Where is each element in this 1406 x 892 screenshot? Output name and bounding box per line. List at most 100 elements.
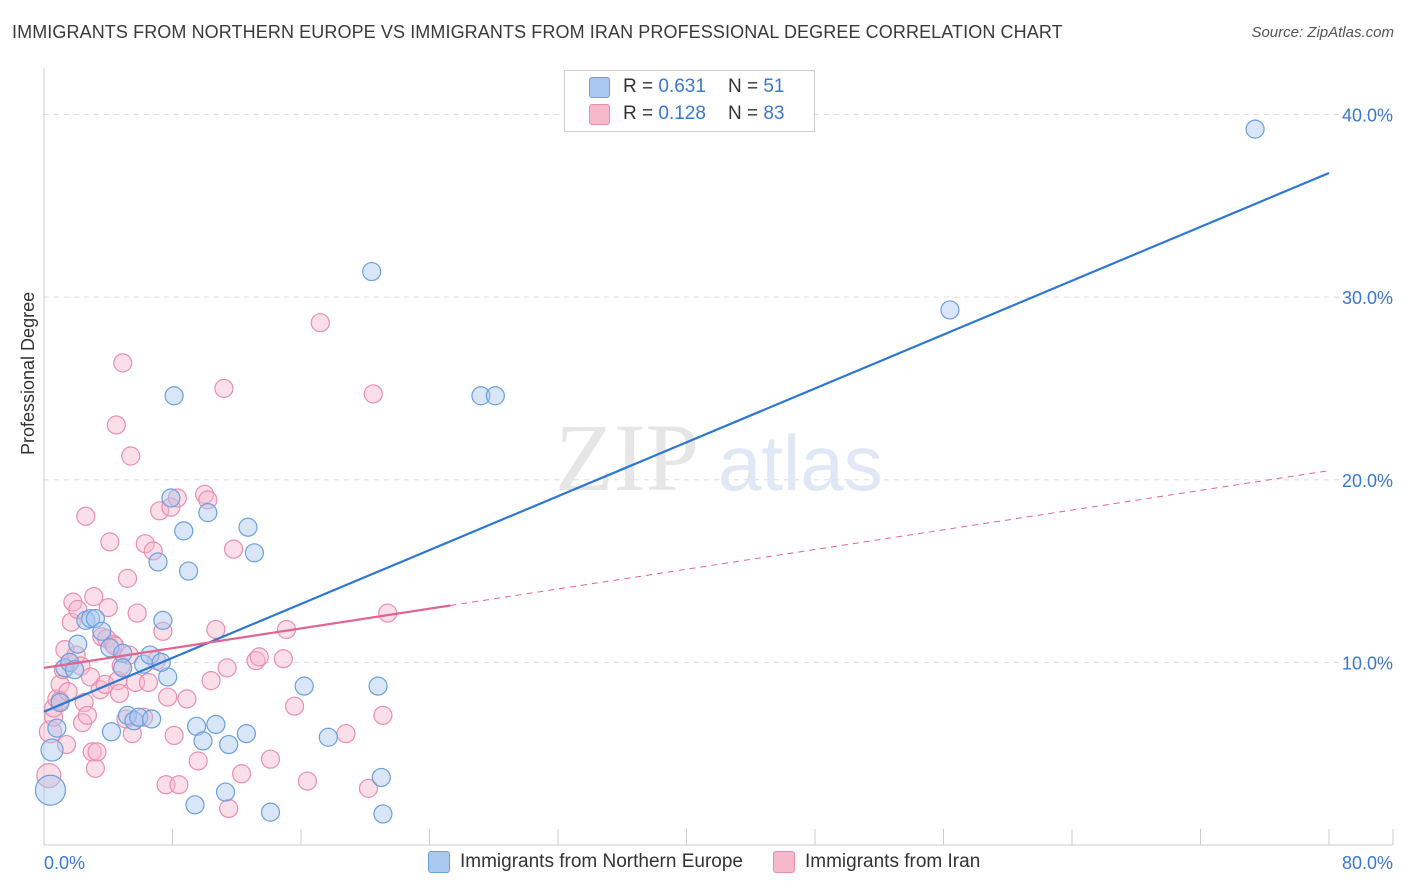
data-point [77, 705, 97, 725]
data-point [153, 621, 173, 641]
x-tick-labels: 0.0% 80.0% [44, 853, 1393, 873]
data-point [84, 587, 104, 607]
data-point [310, 313, 330, 333]
watermark-zip: ZIP [555, 404, 699, 511]
data-point [98, 597, 118, 618]
data-point [249, 647, 269, 667]
data-point [150, 501, 170, 521]
data-point [336, 724, 356, 744]
data-point [177, 689, 197, 709]
chart-title: IMMIGRANTS FROM NORTHERN EUROPE VS IMMIG… [12, 22, 1063, 42]
x-ticks [43, 829, 1394, 845]
legend-r-value: 0.631 [658, 76, 706, 97]
legend-swatch-pink [773, 851, 795, 873]
data-point [373, 804, 393, 824]
x-tick-label-max: 80.0% [1342, 853, 1393, 873]
data-point [363, 384, 383, 404]
data-point [940, 300, 960, 320]
legend-n-value: 51 [763, 76, 785, 97]
legend-swatch-blue [589, 76, 610, 98]
legend-row-iran: R = 0.128 N = 83 [589, 101, 784, 127]
data-point [113, 353, 133, 373]
data-point [40, 738, 64, 762]
legend-row-northern-europe: R = 0.631 N = 51 [589, 74, 784, 100]
legend-n-value: 83 [763, 103, 785, 124]
legend-n-label: N = [727, 76, 759, 97]
data-point [82, 742, 102, 762]
trend-line-iran-extension [450, 470, 1330, 606]
data-point [101, 722, 122, 742]
data-point [68, 634, 88, 654]
data-point [142, 709, 162, 729]
data-point [188, 751, 208, 771]
data-point [85, 758, 106, 778]
data-point [260, 802, 281, 822]
y-tick-label: 20.0% [1342, 471, 1393, 491]
correlation-legend: R = 0.631 N = 51 R = 0.128 N = 83 [564, 70, 815, 132]
data-point [113, 643, 133, 663]
data-point [56, 734, 77, 755]
trend-lines [43, 171, 1330, 713]
legend-item-northern-europe: Immigrants from Northern Europe [428, 851, 743, 873]
data-point [169, 775, 189, 795]
data-point [87, 742, 107, 762]
data-point [164, 725, 184, 746]
data-point [195, 484, 215, 504]
y-tick-label: 10.0% [1342, 653, 1393, 673]
data-point [236, 724, 256, 744]
data-point [106, 415, 126, 435]
data-point [158, 687, 178, 707]
legend-n-label: N = [727, 103, 759, 124]
legend-label-iran: Immigrants from Iran [805, 851, 981, 872]
data-point [284, 696, 305, 716]
data-point [358, 778, 379, 798]
y-tick-labels: 10.0% 20.0% 30.0% 40.0% [1342, 106, 1393, 674]
northern-europe-points [34, 119, 1265, 824]
data-point [135, 534, 155, 554]
data-point [121, 446, 141, 466]
iran-points [36, 313, 398, 819]
data-point [198, 503, 218, 523]
data-point [485, 386, 505, 406]
data-point [193, 731, 213, 751]
legend-r-value: 0.128 [658, 103, 706, 124]
data-point [161, 488, 181, 508]
data-point [219, 734, 239, 755]
data-point [117, 568, 138, 588]
data-point [1245, 119, 1265, 139]
y-tick-label: 30.0% [1342, 288, 1393, 308]
data-point [92, 621, 112, 641]
data-point [201, 671, 221, 691]
data-point [206, 714, 226, 735]
data-point [246, 650, 266, 671]
y-tick-label: 40.0% [1342, 106, 1393, 126]
data-point [318, 727, 338, 747]
data-point [231, 764, 252, 784]
trend-line-northern-europe [43, 171, 1330, 713]
axes [43, 68, 1393, 846]
legend-r-label: R = [623, 103, 654, 124]
legend-item-iran: Immigrants from Iran [773, 851, 980, 873]
legend-r-label: R = [623, 76, 654, 97]
data-point [74, 692, 94, 713]
data-point [371, 767, 391, 788]
y-axis-label: Professional Degree [18, 291, 38, 455]
data-point [34, 774, 67, 806]
data-point [64, 660, 85, 680]
data-point [174, 521, 194, 541]
data-point [185, 795, 205, 815]
data-point [76, 506, 96, 526]
watermark: ZIP atlas [555, 404, 883, 511]
series-legend: Immigrants from Northern Europe Immigran… [428, 851, 1010, 873]
legend-swatch-pink [589, 103, 610, 125]
data-point [109, 683, 130, 704]
data-point [178, 561, 199, 581]
data-point [260, 749, 281, 769]
data-point [100, 532, 120, 552]
data-point [148, 552, 168, 572]
data-point [127, 603, 147, 623]
data-point [373, 705, 393, 725]
data-point [294, 676, 314, 696]
data-point [80, 608, 101, 629]
